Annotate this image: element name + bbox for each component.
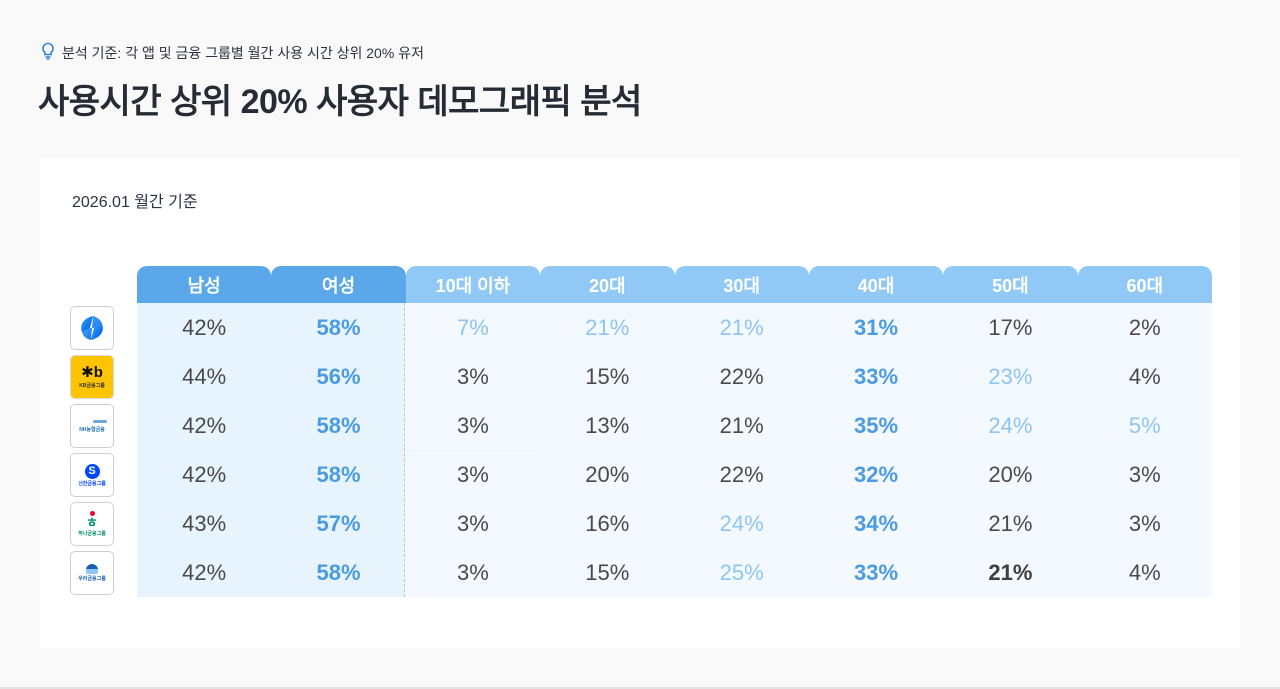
nh-nonghyup-logo: NH농협금융	[70, 404, 114, 448]
table-cell: 23%	[988, 363, 1033, 389]
table-cell: 32%	[854, 461, 899, 487]
column-header-60s: 60대	[1077, 266, 1212, 303]
table-cell: 58%	[316, 461, 361, 487]
table-cell: 21%	[719, 412, 764, 438]
table-cell: 20%	[988, 461, 1033, 487]
table-cell: 57%	[316, 510, 361, 536]
table-cell: 15%	[585, 559, 630, 585]
table-cell: 3%	[457, 510, 489, 536]
table-cell: 33%	[854, 363, 899, 389]
table-cell: 56%	[316, 363, 361, 389]
table-cell: 4%	[1128, 559, 1161, 585]
table-cell: 42%	[182, 314, 227, 340]
kb-financial-logo: ✱b KB금융그룹	[70, 355, 114, 399]
woori-financial-logo: 우리금융그룹	[70, 551, 114, 595]
table-cell: 7%	[457, 314, 489, 340]
table-cell: 3%	[405, 450, 541, 499]
table-cell: 21%	[585, 314, 630, 340]
table-cell: 21%	[988, 559, 1033, 585]
table-cell: 3%	[457, 559, 489, 585]
table-cell: 16%	[585, 510, 630, 536]
table-cell: 21%	[719, 314, 764, 340]
table-cell: 24%	[988, 412, 1033, 438]
table-cell: 3%	[457, 363, 489, 389]
column-header-male: 남성	[137, 266, 272, 303]
table-cell: 13%	[585, 412, 630, 438]
table-row: 42% 58% 3% 15% 25% 33% 21% 4%	[137, 548, 1212, 597]
table-cell: 42%	[182, 461, 227, 487]
table-header: 남성 여성 10대 이하 20대 30대 40대 50대 60대	[137, 266, 1212, 303]
table-cell: 34%	[854, 510, 899, 536]
column-header-teens: 10대 이하	[405, 266, 541, 303]
table-cell: 58%	[316, 412, 361, 438]
period-label: 2026.01 월간 기준	[72, 194, 198, 211]
lightbulb-icon	[40, 42, 56, 63]
gender-section-bg	[137, 303, 405, 597]
table-cell: 58%	[316, 314, 361, 340]
table-row: 42% 58% 3% 20% 22% 32% 20% 3%	[137, 450, 1212, 499]
table-cell: 2%	[1128, 314, 1161, 340]
table-cell: 33%	[854, 559, 899, 585]
table-cell: 15%	[585, 363, 630, 389]
table-cell: 4%	[1128, 363, 1161, 389]
table-cell: 42%	[182, 412, 227, 438]
table-cell: 17%	[988, 314, 1033, 340]
column-header-50s: 50대	[943, 266, 1078, 303]
toss-logo	[70, 306, 114, 350]
table-cell: 3%	[457, 412, 489, 438]
table-cell: 5%	[1128, 412, 1161, 438]
column-header-female: 여성	[271, 266, 406, 303]
analysis-criteria: 분석 기준: 각 앱 및 금융 그룹별 월간 사용 시간 상위 20% 유저	[40, 42, 424, 63]
column-header-20s: 20대	[540, 266, 675, 303]
table-cell: 42%	[182, 559, 227, 585]
table-cell: 31%	[854, 314, 899, 340]
table-cell: 22%	[719, 461, 764, 487]
table-cell: 35%	[854, 412, 899, 438]
table-row: 44% 56% 3% 15% 22% 33% 23% 4%	[137, 352, 1212, 401]
table-row: 42% 58% 7% 21% 21% 31% 17% 2%	[137, 303, 1212, 352]
table-row: 43% 57% 3% 16% 24% 34% 21% 3%	[137, 499, 1212, 548]
table-cell: 44%	[182, 363, 227, 389]
table-row: 42% 58% 3% 13% 21% 35% 24% 5%	[137, 401, 1212, 450]
table-body: 42% 58% 7% 21% 21% 31% 17% 2% 44% 56% 3% 15% 22% 33% 2…	[137, 303, 1212, 597]
table-cell: 22%	[719, 363, 764, 389]
table-cell: 43%	[182, 510, 227, 536]
table-cell: 24%	[719, 510, 764, 536]
table-cell: 58%	[316, 559, 361, 585]
hana-financial-logo: ㅎ 하나금융그룹	[70, 502, 114, 546]
demographic-card: 2026.01 월간 기준 ✱b KB금융그룹 NH농협금융 S 신한금융그룹 …	[40, 158, 1240, 648]
column-header-40s: 40대	[808, 266, 944, 303]
shinhan-financial-logo: S 신한금융그룹	[70, 453, 114, 497]
table-cell: 3%	[1128, 461, 1161, 487]
brand-logo-column: ✱b KB금융그룹 NH농협금융 S 신한금융그룹 ㅎ 하나금융그룹 우리금융그…	[70, 306, 114, 595]
table-cell: 25%	[719, 559, 764, 585]
demographic-table: 남성 여성 10대 이하 20대 30대 40대 50대 60대 42% 58% 7…	[137, 266, 1212, 597]
table-cell: 20%	[585, 461, 630, 487]
table-cell: 21%	[988, 510, 1033, 536]
table-cell: 3%	[1128, 510, 1161, 536]
column-header-30s: 30대	[674, 266, 809, 303]
page-title: 사용시간 상위 20% 사용자 데모그래픽 분석	[38, 83, 642, 121]
criteria-text: 분석 기준: 각 앱 및 금융 그룹별 월간 사용 시간 상위 20% 유저	[62, 44, 424, 61]
